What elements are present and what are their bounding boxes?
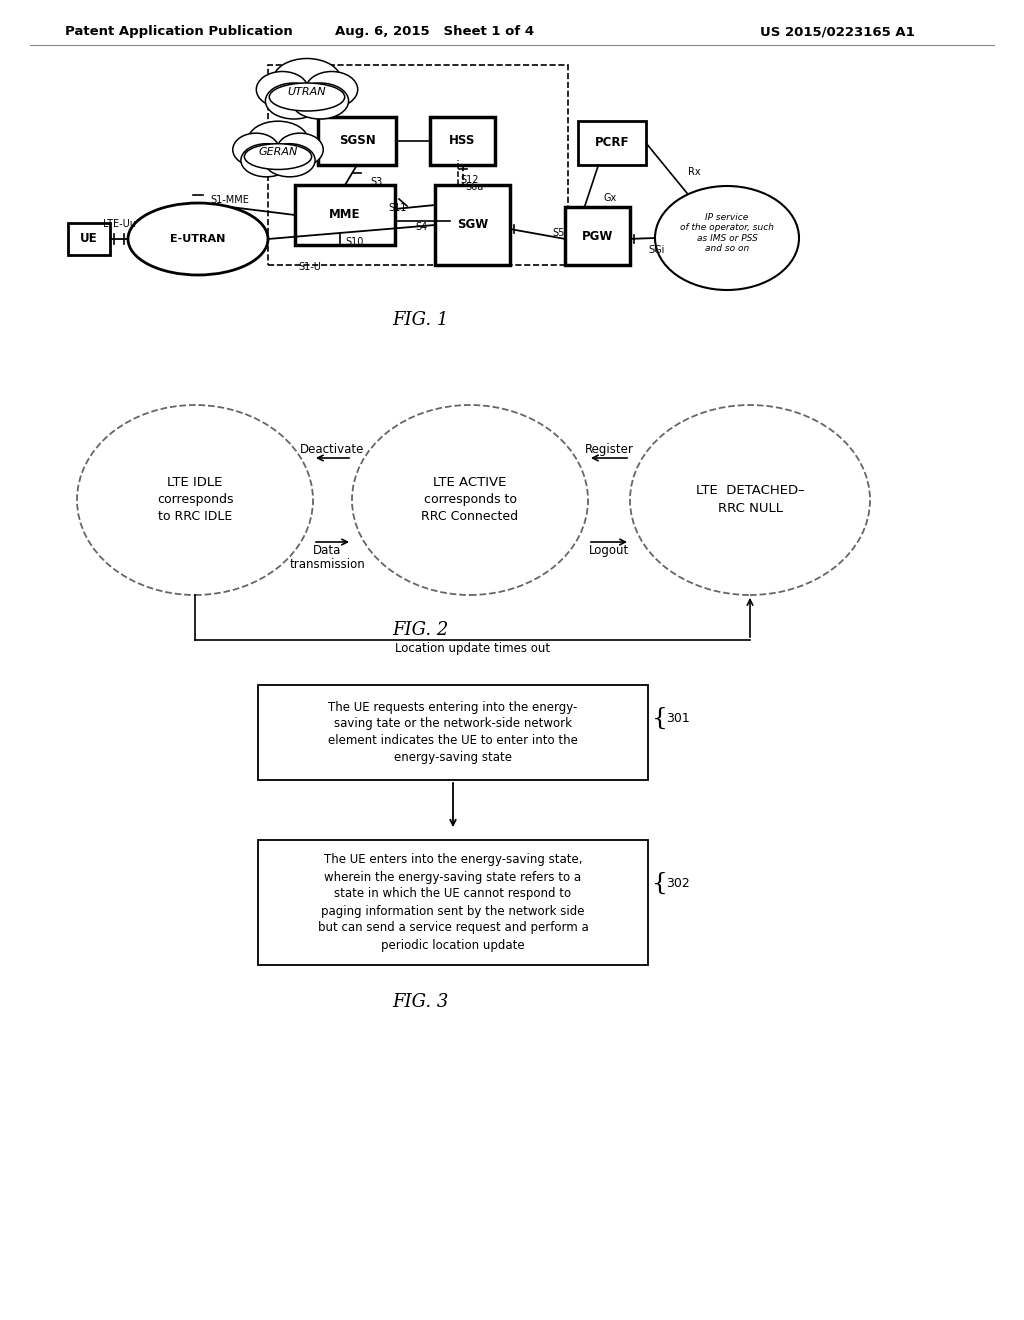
Text: Aug. 6, 2015   Sheet 1 of 4: Aug. 6, 2015 Sheet 1 of 4 [336, 25, 535, 38]
Ellipse shape [273, 58, 341, 100]
Text: S4: S4 [415, 222, 427, 232]
FancyBboxPatch shape [258, 685, 648, 780]
Text: The UE enters into the energy-saving state,
wherein the energy-saving state refe: The UE enters into the energy-saving sta… [317, 854, 589, 952]
Text: IP service
of the operator, such
as IMS or PSS
and so on: IP service of the operator, such as IMS … [680, 213, 774, 253]
Text: PCRF: PCRF [595, 136, 630, 149]
Text: to RRC IDLE: to RRC IDLE [158, 510, 232, 523]
Text: E-UTRAN: E-UTRAN [170, 234, 225, 244]
Ellipse shape [306, 71, 357, 107]
Text: HSS: HSS [450, 135, 476, 148]
FancyBboxPatch shape [578, 121, 646, 165]
Text: US 2015/0223165 A1: US 2015/0223165 A1 [760, 25, 914, 38]
Text: Data: Data [313, 544, 342, 557]
Text: RRC Connected: RRC Connected [422, 510, 518, 523]
FancyBboxPatch shape [258, 840, 648, 965]
Ellipse shape [655, 186, 799, 290]
Ellipse shape [352, 405, 588, 595]
Text: LTE  DETACHED–: LTE DETACHED– [695, 483, 805, 496]
Text: Gx: Gx [604, 193, 617, 203]
Text: S1-MME: S1-MME [211, 195, 250, 205]
Ellipse shape [77, 405, 313, 595]
Text: transmission: transmission [290, 558, 366, 572]
Text: GERAN: GERAN [258, 147, 298, 157]
Text: Rx: Rx [688, 168, 700, 177]
Ellipse shape [265, 83, 323, 119]
Text: SGSN: SGSN [339, 135, 376, 148]
Text: PGW: PGW [582, 230, 613, 243]
Text: UE: UE [80, 232, 98, 246]
FancyBboxPatch shape [435, 185, 510, 265]
Text: Logout: Logout [589, 544, 629, 557]
Text: MME: MME [330, 209, 360, 222]
Text: SGW: SGW [457, 219, 488, 231]
FancyBboxPatch shape [430, 117, 495, 165]
Text: S10: S10 [346, 238, 365, 247]
FancyBboxPatch shape [295, 185, 395, 246]
Ellipse shape [292, 83, 348, 119]
Text: S11: S11 [388, 203, 407, 213]
Ellipse shape [276, 133, 324, 166]
Text: {: { [652, 873, 668, 895]
FancyBboxPatch shape [318, 117, 396, 165]
Text: Deactivate: Deactivate [300, 444, 365, 455]
Ellipse shape [264, 144, 315, 177]
Text: Register: Register [585, 444, 634, 455]
Text: The UE requests entering into the energy-
saving tate or the network-side networ: The UE requests entering into the energy… [328, 701, 578, 764]
Ellipse shape [269, 83, 345, 111]
Ellipse shape [128, 203, 268, 275]
Text: SGi: SGi [648, 246, 665, 255]
Text: Location update times out: Location update times out [395, 642, 550, 655]
Text: UTRAN: UTRAN [288, 87, 327, 96]
Ellipse shape [232, 133, 280, 166]
FancyBboxPatch shape [68, 223, 110, 255]
Ellipse shape [256, 71, 308, 107]
Ellipse shape [248, 121, 308, 160]
Text: FIG. 1: FIG. 1 [392, 312, 449, 329]
Text: Patent Application Publication: Patent Application Publication [65, 25, 293, 38]
FancyBboxPatch shape [565, 207, 630, 265]
Ellipse shape [630, 405, 870, 595]
Text: LTE IDLE: LTE IDLE [167, 475, 222, 488]
Text: S5: S5 [553, 228, 565, 238]
Text: FIG. 2: FIG. 2 [392, 620, 449, 639]
Text: corresponds: corresponds [157, 494, 233, 507]
Text: LTE-Uu: LTE-Uu [102, 219, 135, 228]
Text: FIG. 3: FIG. 3 [392, 993, 449, 1011]
Text: S12: S12 [461, 176, 479, 185]
Text: RRC NULL: RRC NULL [718, 502, 782, 515]
Text: S1-U: S1-U [299, 261, 322, 272]
FancyBboxPatch shape [268, 65, 568, 265]
Text: LTE ACTIVE: LTE ACTIVE [433, 475, 507, 488]
Text: 301: 301 [666, 711, 690, 725]
Text: 302: 302 [666, 878, 690, 890]
Text: {: { [652, 706, 668, 730]
Text: corresponds to: corresponds to [424, 494, 516, 507]
Text: S3: S3 [370, 177, 382, 187]
Text: S6a: S6a [466, 182, 483, 191]
Ellipse shape [241, 144, 292, 177]
Ellipse shape [245, 144, 311, 169]
